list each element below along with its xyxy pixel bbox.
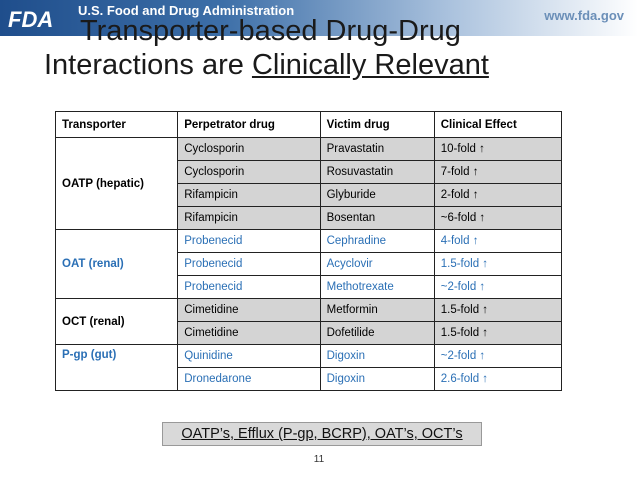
table-row: Cyclosporin Rosuvastatin 7-fold ↑: [56, 160, 563, 184]
effect-cell: ~2-fold ↑: [433, 275, 563, 299]
table-row: OCT (renal) Cimetidine Metformin 1.5-fol…: [54, 298, 563, 345]
fda-logo: FDA: [6, 6, 70, 32]
page-number: 11: [313, 454, 325, 465]
title-line-2-underlined: Clinically Relevant: [251, 49, 489, 81]
victim-cell: Dofetilide: [319, 321, 435, 345]
table-row: OAT (renal) Probenecid Cephradine 4-fold…: [54, 229, 563, 299]
effect-cell: 10-fold ↑: [433, 137, 563, 161]
perpetrator-cell: Dronedarone: [177, 367, 321, 391]
slide-title: Transporter-based Drug-Drug Interactions…: [44, 14, 604, 82]
table-row: Dronedarone Digoxin 2.6-fold ↑: [56, 367, 563, 391]
effect-cell: 1.5-fold ↑: [433, 298, 563, 322]
victim-cell: Digoxin: [319, 367, 435, 391]
effect-cell: 1.5-fold ↑: [433, 252, 563, 276]
effect-cell: 2-fold ↑: [433, 183, 563, 207]
fda-logo-text: FDA: [8, 7, 53, 31]
effect-cell: 4-fold ↑: [433, 229, 563, 253]
victim-cell: Cephradine: [319, 229, 435, 253]
effect-cell: 2.6-fold ↑: [433, 367, 563, 391]
group-oat: OAT (renal): [54, 229, 179, 299]
victim-cell: Rosuvastatin: [319, 160, 435, 184]
victim-cell: Acyclovir: [319, 252, 435, 276]
perpetrator-cell: Probenecid: [177, 229, 321, 253]
header-effect: Clinical Effect: [433, 111, 563, 138]
table-header-row: Transporter Perpetrator drug Victim drug…: [54, 111, 563, 138]
title-line-1: Transporter-based Drug-Drug: [80, 15, 461, 47]
table-row: OATP (hepatic) Cyclosporin Pravastatin 1…: [54, 137, 563, 230]
group-oct: OCT (renal): [54, 298, 179, 345]
perpetrator-cell: Cyclosporin: [177, 137, 321, 161]
effect-cell: 1.5-fold ↑: [433, 321, 563, 345]
victim-cell: Methotrexate: [319, 275, 435, 299]
victim-cell: Metformin: [319, 298, 435, 322]
victim-cell: Bosentan: [319, 206, 435, 230]
effect-cell: 7-fold ↑: [433, 160, 563, 184]
header-perpetrator: Perpetrator drug: [177, 111, 321, 138]
effect-cell: ~6-fold ↑: [433, 206, 563, 230]
victim-cell: Glyburide: [319, 183, 435, 207]
perpetrator-cell: Cimetidine: [177, 298, 321, 322]
header-victim: Victim drug: [319, 111, 435, 138]
perpetrator-cell: Cyclosporin: [177, 160, 321, 184]
interaction-table: Transporter Perpetrator drug Victim drug…: [54, 111, 563, 391]
agency-url[interactable]: www.fda.gov: [544, 8, 624, 23]
perpetrator-cell: Quinidine: [177, 344, 321, 368]
title-line-2: Interactions are Clinically Relevant: [44, 48, 604, 82]
table-row: Rifampicin Glyburide 2-fold ↑: [56, 183, 563, 207]
title-line-2-prefix: Interactions are: [44, 49, 252, 81]
perpetrator-cell: Probenecid: [177, 275, 321, 299]
transporter-summary-note: OATP’s, Efflux (P-gp, BCRP), OAT’s, OCT’…: [162, 422, 482, 446]
effect-cell: ~2-fold ↑: [433, 344, 563, 368]
table-row: P-gp (gut) Quinidine Digoxin ~2-fold ↑: [54, 344, 563, 391]
perpetrator-cell: Rifampicin: [177, 183, 321, 207]
header-transporter: Transporter: [54, 111, 179, 138]
fda-logo-icon: FDA: [8, 7, 53, 31]
group-oatp: OATP (hepatic): [54, 137, 179, 230]
header-band: [0, 0, 638, 36]
table-row: Probenecid Acyclovir 1.5-fold ↑: [56, 252, 563, 276]
table-row: Rifampicin Bosentan ~6-fold ↑: [56, 206, 563, 230]
perpetrator-cell: Probenecid: [177, 252, 321, 276]
victim-cell: Digoxin: [319, 344, 435, 368]
perpetrator-cell: Cimetidine: [177, 321, 321, 345]
perpetrator-cell: Rifampicin: [177, 206, 321, 230]
agency-name: U.S. Food and Drug Administration: [78, 3, 295, 18]
group-pgp: P-gp (gut): [54, 344, 179, 391]
victim-cell: Pravastatin: [319, 137, 435, 161]
